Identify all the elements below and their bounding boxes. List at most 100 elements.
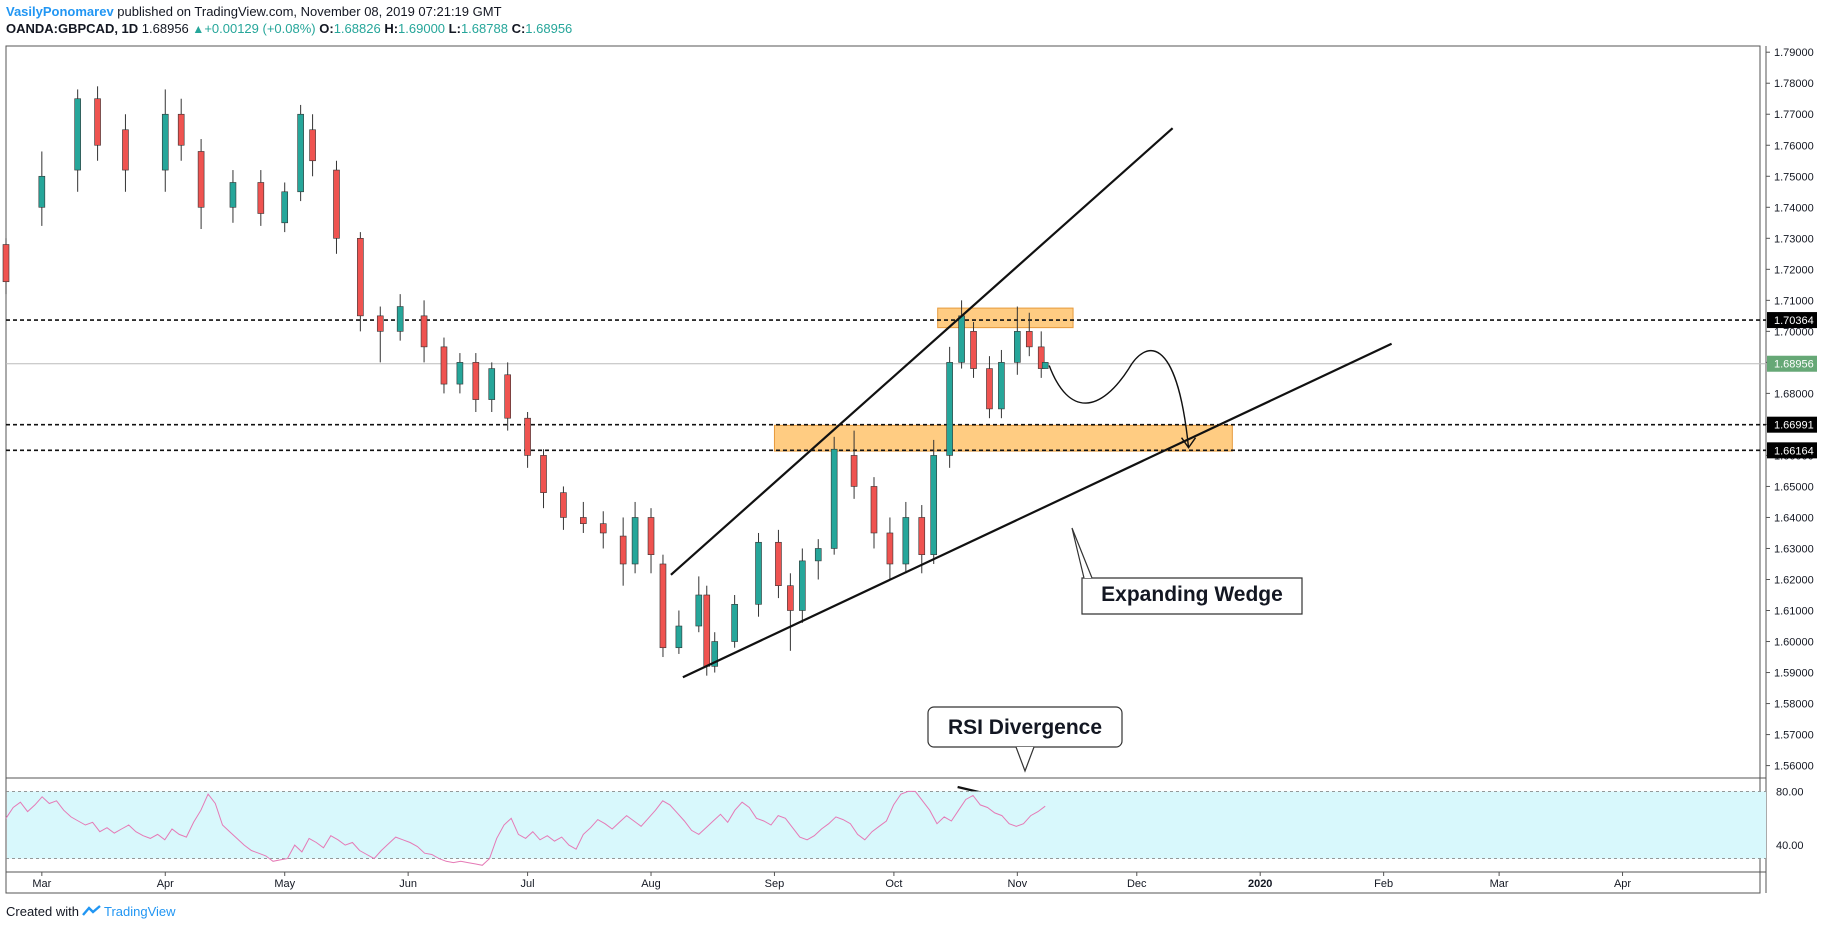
candle-body-5 <box>161 113 169 171</box>
candle-body-6 <box>177 113 185 146</box>
price-tick-label-23: 1.56000 <box>1774 761 1814 773</box>
candle-body-35 <box>711 641 719 667</box>
last-price: 1.68956 <box>141 21 189 36</box>
high-value: 1.69000 <box>398 21 446 36</box>
candle-body-26 <box>580 517 587 524</box>
time-tick-label-6: Sep <box>765 878 785 890</box>
candle-body-48 <box>930 455 938 555</box>
up-arrow-icon: ▲ <box>192 22 205 36</box>
candle-body-33 <box>695 594 703 627</box>
open-label: O: <box>319 21 334 36</box>
candle-body-11 <box>297 113 304 193</box>
candle-body-42 <box>830 448 838 549</box>
candle-body-39 <box>787 585 794 611</box>
candle-body-4 <box>122 129 129 171</box>
time-tick-label-0: Mar <box>32 878 51 890</box>
high-label: H: <box>384 21 399 36</box>
low-value: 1.68788 <box>460 21 508 36</box>
price-label-box-1 <box>1767 416 1817 433</box>
trendline-1 <box>682 342 1393 679</box>
candle-body-22 <box>504 374 511 419</box>
candle-body-21 <box>488 368 496 400</box>
candle-body-50 <box>958 315 965 363</box>
candle-body-30 <box>647 517 655 555</box>
projection-path <box>1048 349 1190 448</box>
candle-body-14 <box>357 238 364 317</box>
price-tick-label-19: 1.60000 <box>1774 637 1814 649</box>
rsi-callout-text: RSI Divergence <box>948 716 1102 739</box>
time-axis[interactable]: Mar Apr May Jun Jul Aug Sep Oct Nov Dec 2020 Feb Mar… <box>32 872 1631 890</box>
candle-body-55 <box>1025 331 1033 348</box>
symbol-legend: OANDA:GBPCAD, 1D 1.68956 ▲+0.00129 (+0.0… <box>6 21 572 36</box>
candle-body-57 <box>1041 362 1049 369</box>
candle-body-38 <box>775 541 782 586</box>
publish-header: VasilyPonomarev published on TradingView… <box>6 4 502 19</box>
candle-body-10 <box>281 191 289 224</box>
candle-body-47 <box>918 517 926 555</box>
time-tick-label-8: Nov <box>1008 878 1028 890</box>
last-price-label: 1.68956 <box>1774 359 1814 371</box>
time-tick-label-7: Oct <box>885 878 902 890</box>
candle-body-20 <box>472 362 480 400</box>
candle-body-40 <box>799 560 806 611</box>
price-label-1: 1.66991 <box>1774 420 1814 432</box>
price-tick-label-3: 1.76000 <box>1774 140 1814 152</box>
price-tick-label-6: 1.73000 <box>1774 233 1814 245</box>
candle-body-56 <box>1037 346 1045 369</box>
price-tick-label-5: 1.74000 <box>1774 202 1814 214</box>
candle-body-53 <box>998 362 1005 410</box>
candle-body-34 <box>703 594 711 667</box>
price-lines-layer <box>6 319 1766 452</box>
candle-body-9 <box>257 182 265 214</box>
price-tick-label-20: 1.59000 <box>1774 668 1814 680</box>
rsi-line <box>5 790 1046 866</box>
price-label-2: 1.66164 <box>1774 445 1814 457</box>
price-tick-label-9: 1.70000 <box>1774 326 1814 338</box>
candle-body-17 <box>420 315 428 348</box>
price-tick-label-4: 1.75000 <box>1774 171 1814 183</box>
candle-body-19 <box>456 362 464 385</box>
candle-body-54 <box>1014 331 1021 363</box>
time-tick-label-11: Feb <box>1374 878 1393 890</box>
open-value: 1.68826 <box>333 21 381 36</box>
candle-body-2 <box>74 98 81 171</box>
candle-body-41 <box>814 548 822 562</box>
tradingview-link[interactable]: TradingView <box>103 904 176 919</box>
candle-body-25 <box>560 492 567 518</box>
tradingview-logo-icon <box>82 905 102 920</box>
candle-body-3 <box>94 98 101 146</box>
footer: Created with TradingView <box>6 904 176 920</box>
price-change: +0.00129 (+0.08%) <box>204 21 316 36</box>
plot-border <box>5 45 1761 894</box>
price-tick-label-0: 1.79000 <box>1774 47 1814 59</box>
candle-body-44 <box>870 486 878 534</box>
trendlines-layer <box>670 127 1393 805</box>
price-tick-label-15: 1.64000 <box>1774 512 1814 524</box>
candle-body-51 <box>970 331 977 369</box>
wedge-callout-pointer <box>1071 527 1093 579</box>
time-tick-label-1: Apr <box>157 878 174 890</box>
candle-body-16 <box>396 306 404 332</box>
zone-1 <box>773 424 1233 452</box>
candle-body-46 <box>902 517 910 565</box>
rsi-pane <box>5 790 1766 866</box>
wedge-callout-text: Expanding Wedge <box>1101 583 1283 606</box>
candle-body-43 <box>850 455 858 487</box>
candle-body-1 <box>38 175 46 208</box>
created-with-text: Created with <box>6 904 79 919</box>
candle-body-15 <box>376 315 384 332</box>
candle-body-0 <box>2 244 10 283</box>
candle-body-7 <box>197 151 205 208</box>
price-tick-label-14: 1.65000 <box>1774 481 1814 493</box>
price-axis[interactable]: 1.79000 1.78000 1.77000 1.76000 1.75000 1.740… <box>1766 47 1817 852</box>
rsi-tick-label-0: 80.00 <box>1776 786 1804 798</box>
time-tick-label-2: May <box>274 878 295 890</box>
projection-arrowhead <box>1180 437 1197 449</box>
published-text: published on TradingView.com, November 0… <box>117 4 502 19</box>
price-tick-label-22: 1.57000 <box>1774 730 1814 742</box>
candles-layer <box>2 86 1049 676</box>
author-link[interactable]: VasilyPonomarev <box>6 4 114 19</box>
candle-body-29 <box>631 517 639 565</box>
trendline-0 <box>670 127 1174 576</box>
